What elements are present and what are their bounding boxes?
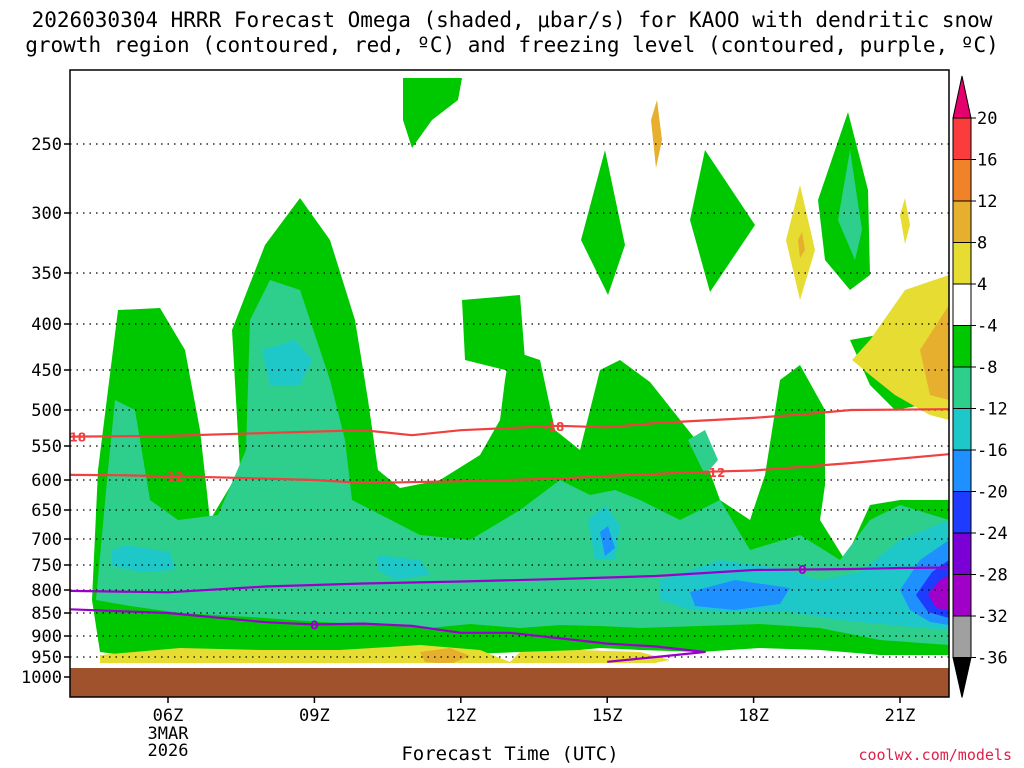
contour-dendritic-lower — [70, 408, 949, 438]
y-tick-label-450: 450 — [31, 361, 62, 381]
colorbar-band-10 — [952, 491, 972, 534]
y-tick-label-250: 250 — [31, 135, 62, 155]
title-line-1: 2026030304 HRRR Forecast Omega (shaded, … — [31, 8, 993, 32]
colorbar-band-12 — [952, 574, 972, 617]
x-tick-sublabel-1: 2026 — [148, 741, 189, 761]
colorbar-label-7: -12 — [977, 400, 1008, 420]
colorbar-label-2: 12 — [977, 192, 997, 212]
omega-region-yellow-20 — [100, 645, 670, 663]
chart-title: 2026030304 HRRR Forecast Omega (shaded, … — [0, 8, 1024, 58]
colorbar-band-5 — [952, 283, 972, 326]
x-tick-label-18Z: 18Z — [738, 706, 769, 726]
colorbar-label-11: -28 — [977, 566, 1008, 586]
source-credit[interactable]: coolwx.com/models — [858, 746, 1012, 764]
colorbar-label-6: -8 — [977, 358, 997, 378]
contour-lines: -18 -18 -12 -12 0 0 — [64, 408, 949, 663]
contour-dendritic-upper — [70, 453, 949, 485]
contour-label-3: -12 — [704, 466, 726, 480]
omega-colorbar: 20 16 12 8 4 -4 -8 -12 -16 -20 -24 -28 -32 -36 — [952, 75, 1008, 698]
y-tick-label-650: 650 — [31, 501, 62, 521]
omega-region-gold-24 — [651, 100, 662, 168]
colorbar-label-1: 16 — [977, 151, 997, 171]
omega-region-cyan-10 — [112, 545, 175, 572]
x-tick-label-12Z: 12Z — [445, 706, 476, 726]
y-tick-label-750: 750 — [31, 556, 62, 576]
plot-area: -18 -18 -12 -12 0 0 — [64, 70, 949, 697]
x-tick-sublabel-0: 3MAR — [148, 724, 190, 744]
y-tick-label-600: 600 — [31, 471, 62, 491]
omega-region-seagreen-8 — [838, 150, 862, 260]
y-tick-label-950: 950 — [31, 648, 62, 668]
contour-label-5: 0 — [310, 619, 318, 633]
omega-region-green-1 — [403, 78, 462, 148]
omega-region-purple-19 — [928, 575, 949, 610]
omega-region-blue-15 — [600, 526, 615, 556]
plot-frame — [69, 69, 950, 698]
y-tick-label-500: 500 — [31, 401, 62, 421]
colorbar-label-3: 8 — [977, 234, 987, 254]
colorbar-label-12: -32 — [977, 607, 1008, 627]
ground-below-surface — [70, 668, 949, 697]
y-tick-label-400: 400 — [31, 315, 62, 335]
omega-region-gold-23 — [798, 232, 805, 258]
y-tick-label-850: 850 — [31, 604, 62, 624]
colorbar-band-3 — [952, 200, 972, 243]
x-tick-label-15Z: 15Z — [592, 706, 623, 726]
pressure-axis: 250 300 350 400 450 500 550 600 650 700 750 800 850 9… — [21, 135, 70, 688]
contour-freezing-level — [70, 566, 949, 594]
colorbar-band-1 — [952, 117, 972, 160]
colorbar-band-4 — [952, 242, 972, 285]
omega-region-blue-16 — [690, 580, 790, 610]
colorbar-label-5: -4 — [977, 317, 997, 337]
colorbar-bottom-arrow — [952, 657, 972, 698]
omega-region-gold-27 — [920, 305, 949, 400]
colorbar-label-13: -36 — [977, 649, 1008, 669]
colorbar-label-8: -16 — [977, 441, 1008, 461]
x-axis-label: Forecast Time (UTC) — [401, 743, 619, 765]
contour-freezing-level-lower — [70, 607, 706, 663]
y-tick-label-300: 300 — [31, 204, 62, 224]
omega-region-green-3 — [690, 150, 755, 292]
colorbar-band-9 — [952, 449, 972, 492]
colorbar-band-7 — [952, 366, 972, 409]
x-tick-label-21Z: 21Z — [885, 706, 916, 726]
colorbar-band-6 — [952, 325, 972, 368]
omega-region-yellow-25 — [900, 198, 910, 244]
title-line-2: growth region (contoured, red, ºC) and f… — [25, 33, 999, 57]
y-tick-label-350: 350 — [31, 264, 62, 284]
omega-region-cyan-11 — [262, 340, 312, 385]
omega-region-yellow-26 — [852, 275, 949, 420]
colorbar-label-10: -24 — [977, 524, 1008, 544]
colorbar-top-arrow — [952, 75, 972, 119]
omega-region-green-5 — [462, 295, 525, 370]
contour-label-0: -18 — [64, 431, 86, 445]
x-tick-label-06Z: 06Z — [153, 706, 184, 726]
omega-region-green-2 — [581, 150, 625, 295]
colorbar-band-8 — [952, 408, 972, 451]
y-tick-label-1000: 1000 — [21, 668, 62, 688]
colorbar-label-9: -20 — [977, 483, 1008, 503]
y-tick-label-550: 550 — [31, 437, 62, 457]
x-tick-label-09Z: 09Z — [299, 706, 330, 726]
contour-label-1: -18 — [543, 420, 565, 434]
y-tick-label-800: 800 — [31, 581, 62, 601]
colorbar-band-11 — [952, 532, 972, 575]
colorbar-label-0: 20 — [977, 109, 997, 129]
colorbar-label-4: 4 — [977, 275, 987, 295]
omega-region-seagreen-7 — [96, 280, 949, 645]
colorbar-band-13 — [952, 615, 972, 658]
colorbar-band-2 — [952, 159, 972, 202]
omega-region-cyan-12 — [378, 555, 430, 580]
contour-label-2: -12 — [162, 470, 184, 484]
y-tick-label-900: 900 — [31, 627, 62, 647]
omega-region-gold-21 — [420, 648, 470, 663]
omega-region-seagreen-9 — [688, 430, 718, 475]
contour-label-4: 0 — [798, 563, 806, 577]
y-tick-label-700: 700 — [31, 530, 62, 550]
